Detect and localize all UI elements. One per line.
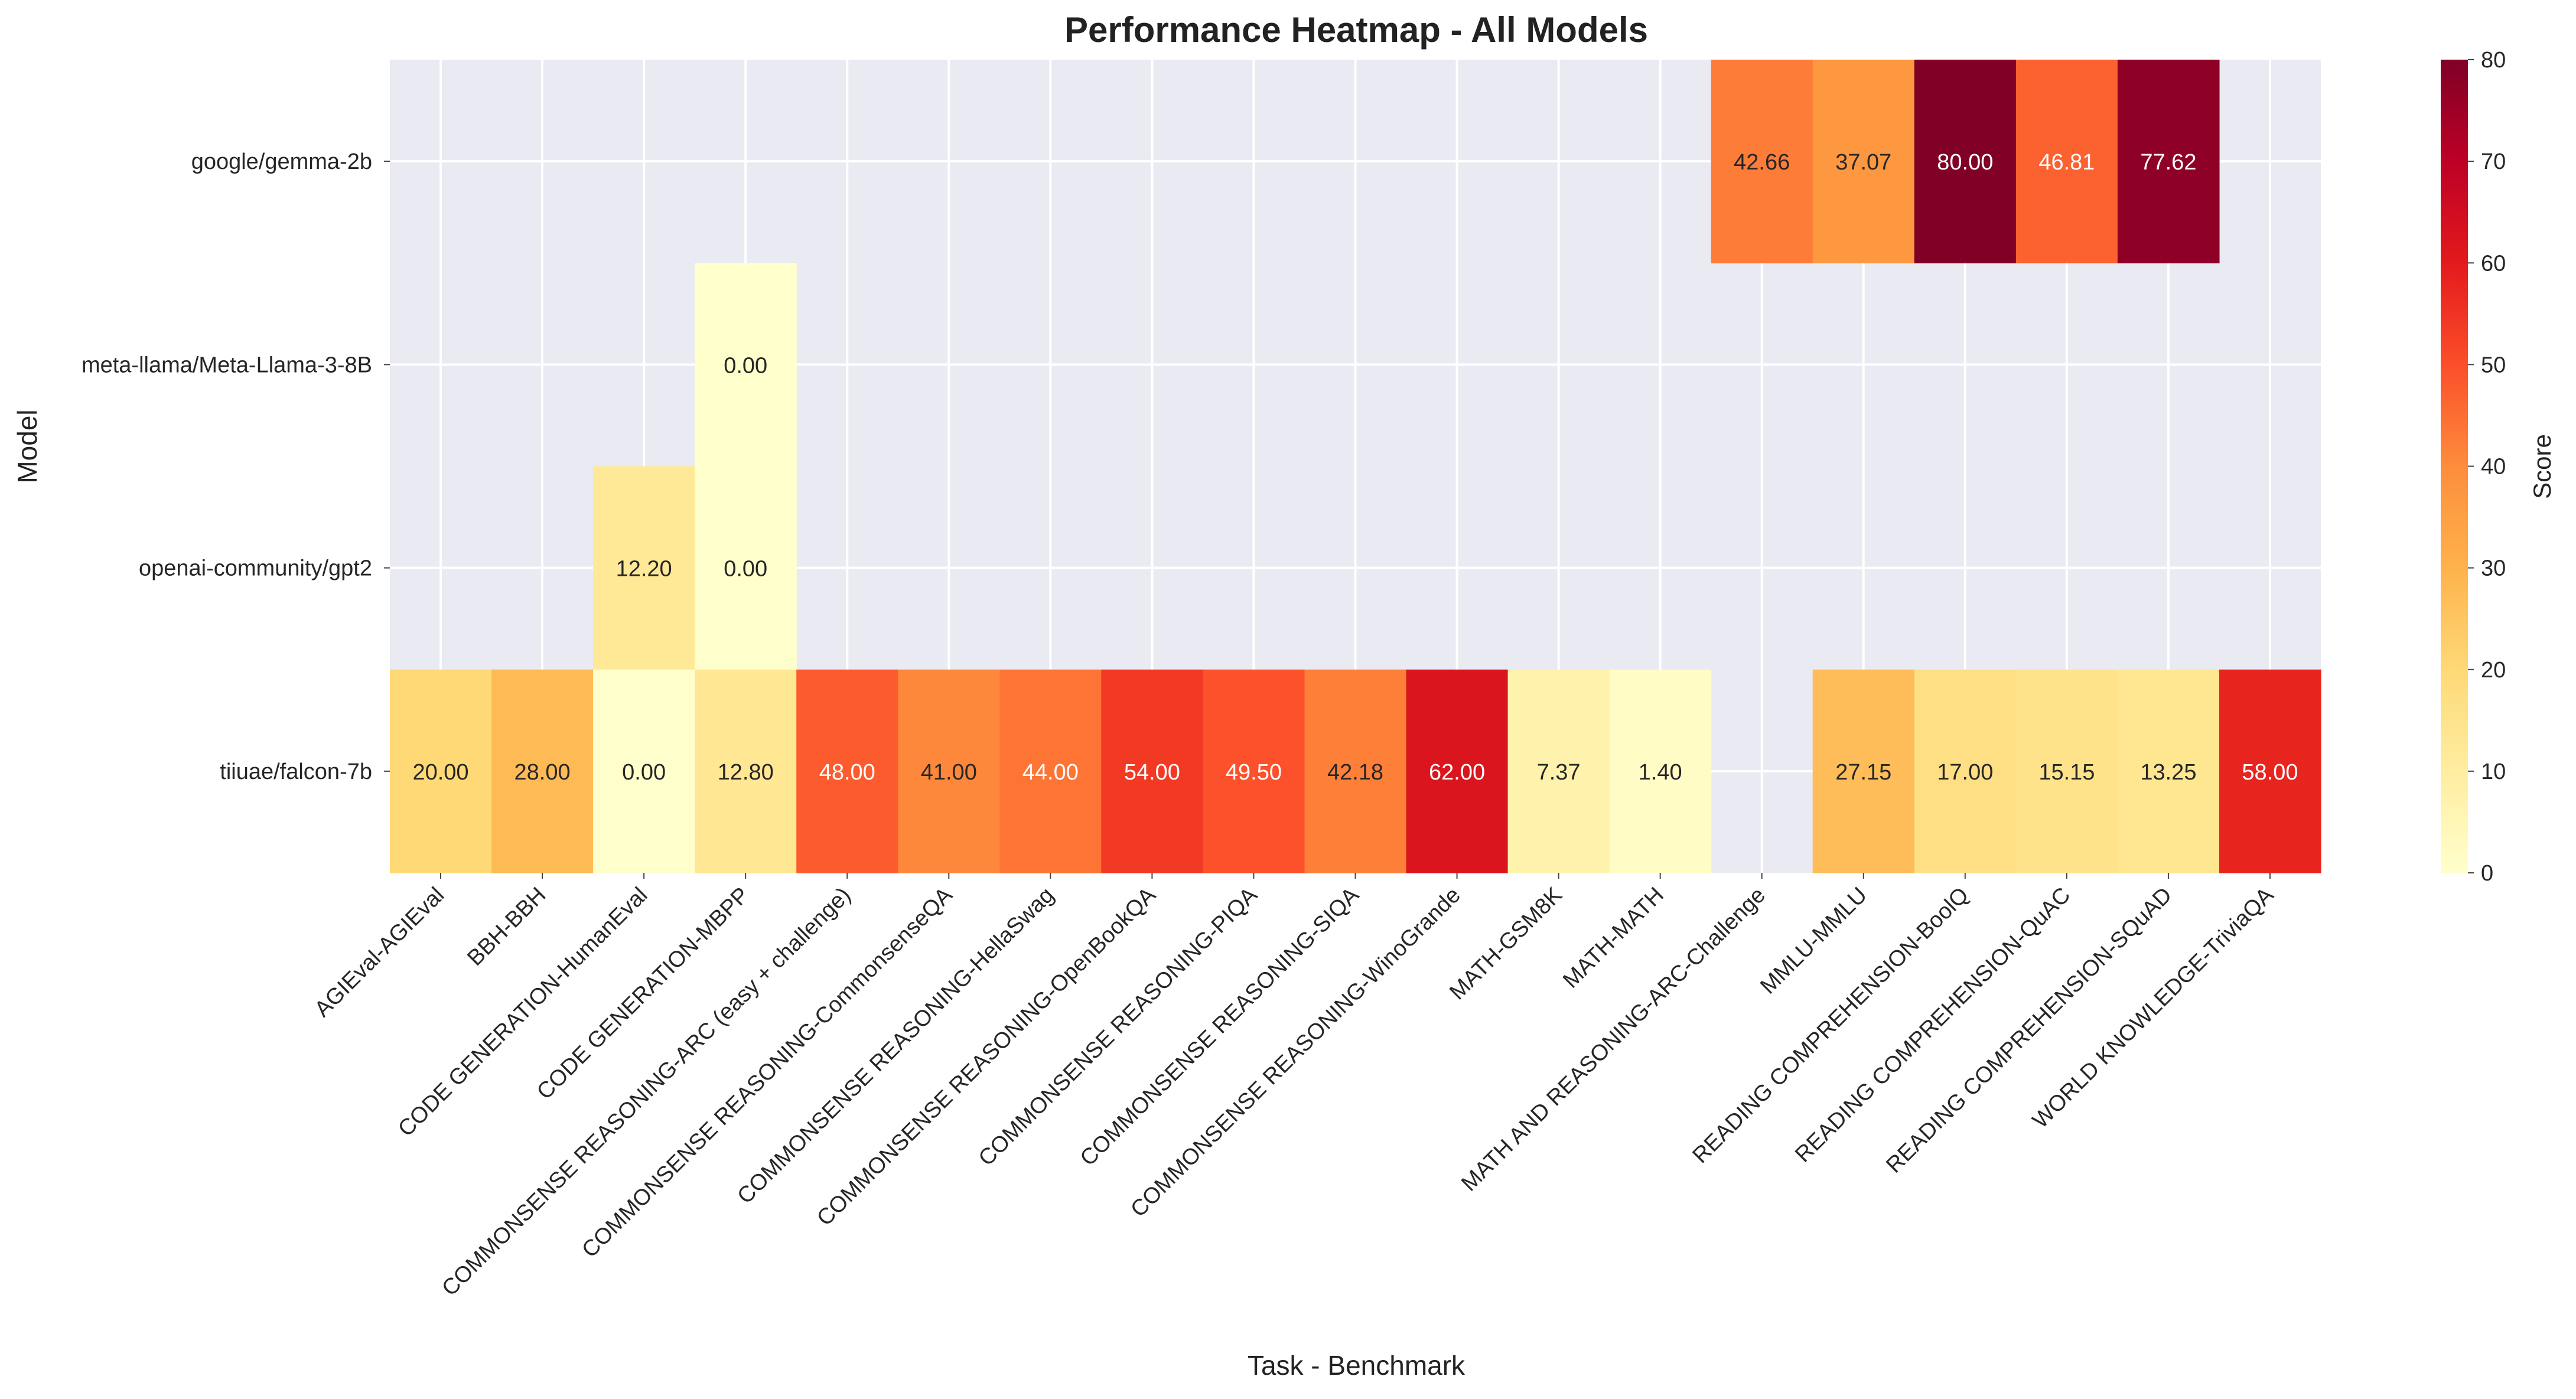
cell-value-label: 20.00 xyxy=(412,760,468,785)
cell-value-label: 28.00 xyxy=(514,760,571,785)
cell-value-label: 49.50 xyxy=(1226,760,1282,785)
cell-value-label: 12.80 xyxy=(718,760,774,785)
colorbar: 0 10 20 30 40 50 60 70 80 xyxy=(2441,48,2506,886)
heatmap-cell xyxy=(898,669,1000,873)
heatmap-cell xyxy=(593,669,695,873)
y-tick-label: meta-llama/Meta-Llama-3-8B xyxy=(82,353,372,377)
heatmap-cell xyxy=(796,669,898,873)
cell-value-label: 44.00 xyxy=(1022,760,1079,785)
cell-value-label: 80.00 xyxy=(1937,150,1993,175)
cell-value-label: 46.81 xyxy=(2038,150,2095,175)
colorbar-tick-label: 60 xyxy=(2481,251,2506,276)
heatmap-cell xyxy=(1812,60,1915,263)
cell-value-label: 54.00 xyxy=(1124,760,1180,785)
heatmap-cell xyxy=(1914,669,2017,873)
heatmap-cell xyxy=(1711,60,1813,263)
heatmap-cell xyxy=(2219,669,2321,873)
colorbar-tick-label: 30 xyxy=(2481,556,2506,581)
heatmap-cell xyxy=(695,669,797,873)
cell-value-label: 48.00 xyxy=(819,760,875,785)
colorbar-gradient xyxy=(2441,60,2468,873)
cell-value-label: 41.00 xyxy=(921,760,977,785)
heatmap-cell xyxy=(390,669,492,873)
x-axis-title: Task - Benchmark xyxy=(1248,1350,1466,1381)
cell-value-label: 42.18 xyxy=(1327,760,1383,785)
cell-value-label: 7.37 xyxy=(1537,760,1581,785)
heatmap-cell xyxy=(999,669,1102,873)
heatmap-cell xyxy=(491,669,594,873)
heatmap-cell xyxy=(2117,669,2220,873)
cell-value-label: 77.62 xyxy=(2140,150,2196,175)
cell-value-label: 12.20 xyxy=(616,557,672,582)
heatmap-cell xyxy=(2015,669,2118,873)
colorbar-tick-label: 20 xyxy=(2481,658,2506,683)
colorbar-tick-label: 0 xyxy=(2481,861,2493,886)
cell-value-label: 1.40 xyxy=(1639,760,1682,785)
heatmap-cell xyxy=(695,466,797,670)
heatmap-cell xyxy=(1406,669,1509,873)
colorbar-tick-label: 40 xyxy=(2481,455,2506,480)
cell-value-label: 0.00 xyxy=(622,760,666,785)
heatmap-cell xyxy=(695,263,797,467)
cell-value-label: 15.15 xyxy=(2038,760,2095,785)
y-axis-title: Model xyxy=(12,409,43,483)
colorbar-tick-label: 70 xyxy=(2481,149,2506,174)
y-tick-label: openai-community/gpt2 xyxy=(139,556,372,581)
colorbar-title: Score xyxy=(2528,434,2556,499)
cell-value-label: 37.07 xyxy=(1835,150,1891,175)
cell-value-label: 13.25 xyxy=(2140,760,2196,785)
y-tick-label: tiiuae/falcon-7b xyxy=(220,759,372,784)
heatmap-cell xyxy=(1203,669,1305,873)
heatmap-cell xyxy=(1101,669,1204,873)
cell-value-label: 0.00 xyxy=(724,557,767,582)
cell-value-label: 62.00 xyxy=(1429,760,1485,785)
cell-value-label: 27.15 xyxy=(1835,760,1891,785)
heatmap-cell xyxy=(2117,60,2220,263)
colorbar-tick-label: 10 xyxy=(2481,759,2506,784)
heatmap-cell xyxy=(1812,669,1915,873)
heatmap-cell xyxy=(593,466,695,670)
cell-value-label: 17.00 xyxy=(1937,760,1993,785)
cell-value-label: 0.00 xyxy=(724,353,767,378)
cell-value-label: 58.00 xyxy=(2242,760,2298,785)
heatmap-cell xyxy=(1304,669,1407,873)
cell-value-label: 42.66 xyxy=(1734,150,1790,175)
colorbar-tick-label: 50 xyxy=(2481,353,2506,377)
heatmap-cell xyxy=(1914,60,2017,263)
heatmap-cell xyxy=(1507,669,1610,873)
heatmap-cell xyxy=(1609,669,1712,873)
y-tick-label: google/gemma-2b xyxy=(191,149,372,174)
chart-title: Performance Heatmap - All Models xyxy=(1064,10,1648,50)
colorbar-tick-label: 80 xyxy=(2481,48,2506,73)
heatmap-cell xyxy=(2015,60,2118,263)
